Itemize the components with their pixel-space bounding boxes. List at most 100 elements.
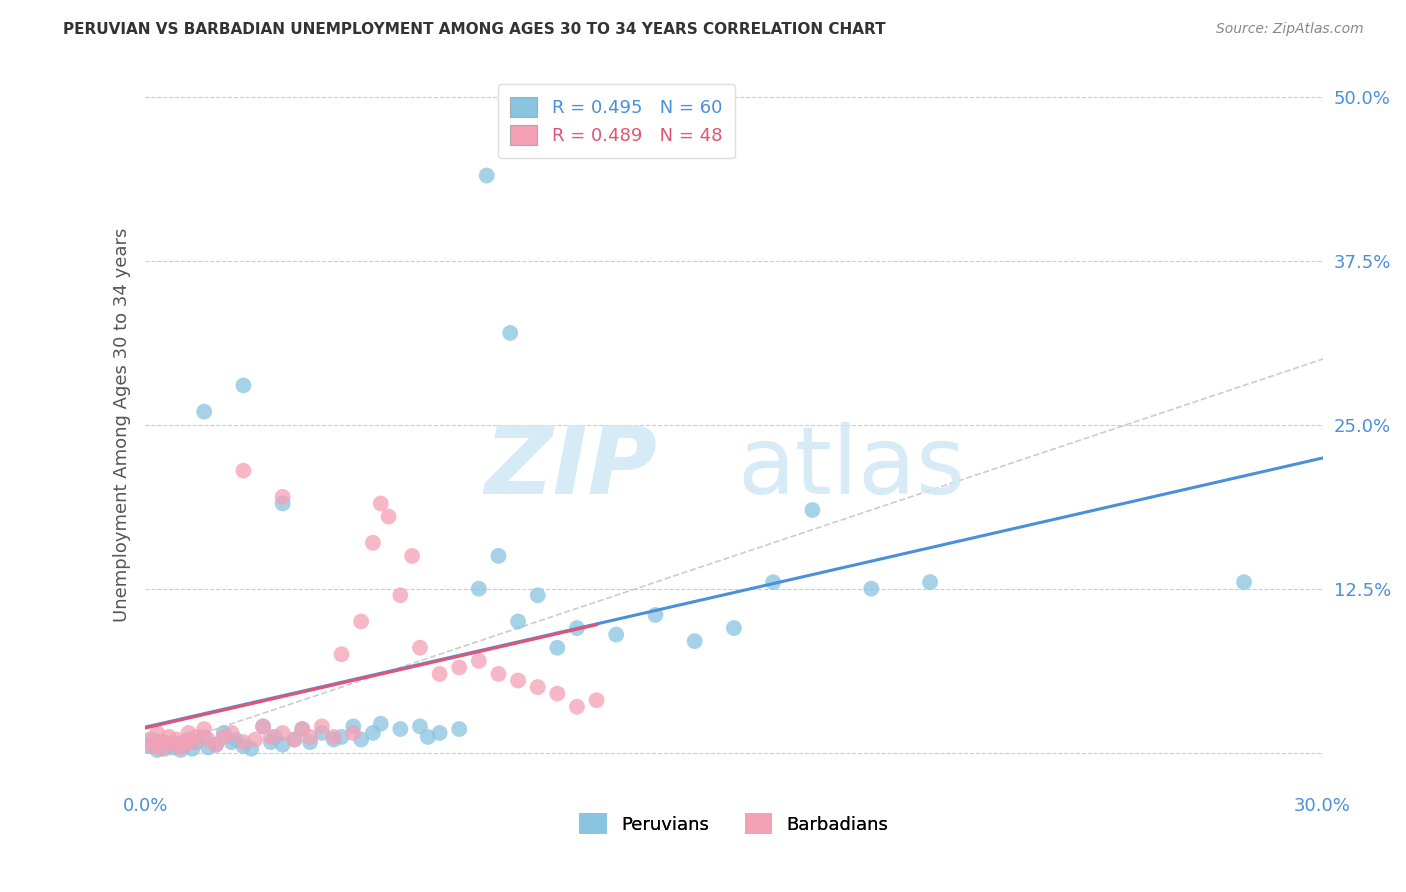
Point bbox=[252, 719, 274, 733]
Point bbox=[212, 726, 235, 740]
Point bbox=[166, 732, 188, 747]
Point bbox=[221, 735, 243, 749]
Point bbox=[565, 699, 588, 714]
Point bbox=[260, 730, 283, 744]
Point bbox=[377, 509, 399, 524]
Point bbox=[162, 738, 184, 752]
Point bbox=[468, 582, 491, 596]
Text: ZIP: ZIP bbox=[485, 422, 658, 514]
Point bbox=[197, 732, 219, 747]
Point bbox=[350, 732, 373, 747]
Point bbox=[860, 582, 883, 596]
Point bbox=[205, 738, 228, 752]
Point bbox=[350, 615, 373, 629]
Point bbox=[225, 732, 247, 747]
Text: Source: ZipAtlas.com: Source: ZipAtlas.com bbox=[1216, 22, 1364, 37]
Point bbox=[181, 741, 204, 756]
Point bbox=[232, 739, 254, 753]
Point bbox=[322, 732, 344, 747]
Point bbox=[177, 732, 200, 747]
Point bbox=[138, 732, 160, 747]
Point bbox=[271, 490, 294, 504]
Point bbox=[723, 621, 745, 635]
Point bbox=[342, 726, 364, 740]
Point bbox=[252, 719, 274, 733]
Point bbox=[499, 326, 522, 340]
Point bbox=[409, 640, 432, 655]
Point bbox=[263, 730, 285, 744]
Point bbox=[193, 722, 215, 736]
Point bbox=[166, 736, 188, 750]
Point bbox=[546, 640, 568, 655]
Point bbox=[389, 588, 412, 602]
Point bbox=[271, 738, 294, 752]
Point bbox=[468, 654, 491, 668]
Point bbox=[683, 634, 706, 648]
Point bbox=[311, 726, 333, 740]
Point bbox=[169, 743, 191, 757]
Point bbox=[193, 404, 215, 418]
Point bbox=[488, 667, 510, 681]
Point bbox=[173, 736, 195, 750]
Point bbox=[283, 732, 305, 747]
Point bbox=[197, 740, 219, 755]
Point bbox=[240, 741, 263, 756]
Point bbox=[243, 732, 266, 747]
Point bbox=[291, 722, 314, 736]
Point bbox=[212, 730, 235, 744]
Point bbox=[157, 730, 180, 744]
Point bbox=[299, 730, 322, 744]
Point bbox=[416, 730, 439, 744]
Point bbox=[283, 732, 305, 747]
Point bbox=[506, 615, 529, 629]
Point bbox=[322, 730, 344, 744]
Point bbox=[401, 549, 423, 563]
Point bbox=[920, 575, 942, 590]
Point bbox=[232, 378, 254, 392]
Point bbox=[221, 726, 243, 740]
Point bbox=[361, 726, 384, 740]
Point bbox=[271, 726, 294, 740]
Point bbox=[181, 735, 204, 749]
Point bbox=[330, 648, 353, 662]
Point bbox=[585, 693, 607, 707]
Point bbox=[186, 730, 208, 744]
Point bbox=[526, 588, 548, 602]
Point bbox=[260, 735, 283, 749]
Point bbox=[526, 680, 548, 694]
Point bbox=[153, 741, 176, 756]
Point bbox=[409, 719, 432, 733]
Text: PERUVIAN VS BARBADIAN UNEMPLOYMENT AMONG AGES 30 TO 34 YEARS CORRELATION CHART: PERUVIAN VS BARBADIAN UNEMPLOYMENT AMONG… bbox=[63, 22, 886, 37]
Point bbox=[162, 740, 184, 755]
Point bbox=[146, 726, 169, 740]
Point bbox=[205, 738, 228, 752]
Point bbox=[801, 503, 824, 517]
Point bbox=[1233, 575, 1256, 590]
Point bbox=[153, 735, 176, 749]
Point bbox=[173, 739, 195, 753]
Point bbox=[146, 743, 169, 757]
Point bbox=[389, 722, 412, 736]
Point bbox=[186, 735, 208, 749]
Point bbox=[644, 607, 666, 622]
Point bbox=[169, 740, 191, 755]
Y-axis label: Unemployment Among Ages 30 to 34 years: Unemployment Among Ages 30 to 34 years bbox=[114, 227, 131, 622]
Point bbox=[370, 716, 392, 731]
Point bbox=[449, 660, 471, 674]
Point bbox=[565, 621, 588, 635]
Point bbox=[475, 169, 498, 183]
Point bbox=[330, 730, 353, 744]
Point bbox=[232, 464, 254, 478]
Point bbox=[157, 738, 180, 752]
Point bbox=[271, 496, 294, 510]
Point bbox=[138, 739, 160, 753]
Point bbox=[311, 719, 333, 733]
Point bbox=[762, 575, 785, 590]
Text: atlas: atlas bbox=[738, 422, 966, 514]
Point bbox=[488, 549, 510, 563]
Point bbox=[342, 719, 364, 733]
Point bbox=[232, 735, 254, 749]
Point bbox=[370, 496, 392, 510]
Point bbox=[299, 735, 322, 749]
Point bbox=[150, 741, 173, 756]
